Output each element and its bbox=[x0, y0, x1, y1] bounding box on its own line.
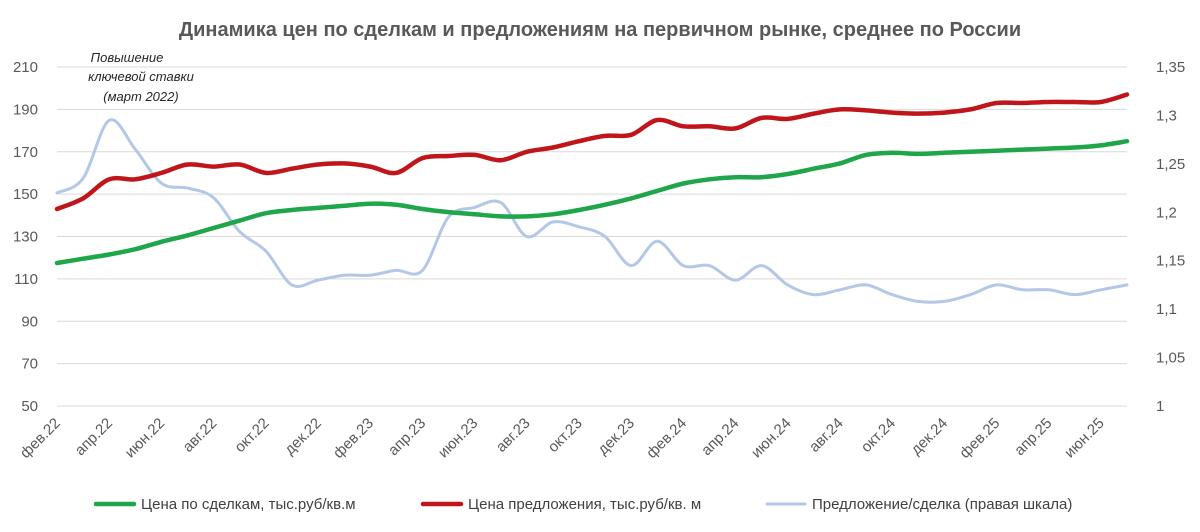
y-axis-left: 50 70 90 110 130 150 170 190 210 bbox=[13, 59, 38, 415]
legend-item-offers: Цена предложения, тыс.руб/кв. м bbox=[420, 496, 701, 513]
y-right-tick-label: 1,05 bbox=[1156, 350, 1185, 367]
legend-item-ratio: Предложение/сделка (правая шкала) bbox=[765, 496, 1072, 513]
x-tick-label: авг.24 bbox=[806, 415, 847, 456]
x-tick-label: июн.22 bbox=[122, 415, 169, 462]
x-tick-label: июн.23 bbox=[435, 415, 482, 462]
x-tick-label: апр.22 bbox=[72, 415, 116, 459]
y-left-tick-label: 110 bbox=[14, 271, 38, 288]
y-right-tick-label: 1,1 bbox=[1156, 301, 1177, 318]
series-line-deals bbox=[54, 138, 1130, 266]
series-line-offers bbox=[54, 92, 1130, 212]
x-tick-label: авг.22 bbox=[180, 415, 221, 456]
x-tick-label: июн.25 bbox=[1061, 415, 1108, 462]
x-tick-label: авг.23 bbox=[493, 415, 534, 456]
x-tick-label: дек.22 bbox=[281, 415, 324, 458]
y-right-tick-label: 1,35 bbox=[1156, 59, 1185, 76]
y-left-tick-label: 70 bbox=[21, 356, 38, 373]
y-left-tick-label: 150 bbox=[13, 186, 38, 203]
x-tick-label: окт.22 bbox=[231, 415, 272, 456]
x-tick-label: дек.23 bbox=[594, 415, 637, 458]
chart-title: Динамика цен по сделкам и предложениям н… bbox=[179, 19, 1021, 41]
grid bbox=[57, 66, 1127, 407]
legend-label: Цена по сделкам, тыс.руб/кв.м bbox=[141, 496, 356, 513]
x-tick-label: фев.24 bbox=[643, 415, 690, 462]
annotation-line-1: Повышение bbox=[91, 50, 164, 65]
legend-label: Цена предложения, тыс.руб/кв. м bbox=[468, 496, 701, 513]
y-right-tick-label: 1 bbox=[1156, 398, 1164, 415]
x-tick-label: окт.23 bbox=[545, 415, 586, 456]
y-left-tick-label: 190 bbox=[13, 101, 38, 118]
y-left-tick-label: 130 bbox=[13, 229, 38, 246]
y-left-tick-label: 50 bbox=[21, 398, 38, 415]
x-tick-label: фев.22 bbox=[17, 415, 64, 462]
y-right-tick-label: 1,2 bbox=[1156, 204, 1177, 221]
legend-label: Предложение/сделка (правая шкала) bbox=[812, 496, 1072, 513]
x-tick-label: дек.24 bbox=[908, 415, 951, 458]
y-left-tick-label: 210 bbox=[13, 59, 38, 76]
series-line-ratio bbox=[55, 118, 1129, 304]
x-tick-label: фев.23 bbox=[330, 415, 377, 462]
x-tick-label: июн.24 bbox=[748, 415, 795, 462]
legend: Цена по сделкам, тыс.руб/кв.м Цена предло… bbox=[93, 496, 1072, 513]
y-left-tick-label: 90 bbox=[21, 313, 38, 330]
series-lines bbox=[54, 92, 1130, 304]
x-tick-label: фев.25 bbox=[956, 415, 1003, 462]
annotation: Повышение ключевой ставки (март 2022) bbox=[88, 50, 194, 104]
x-tick-label: окт.24 bbox=[858, 415, 899, 456]
legend-item-deals: Цена по сделкам, тыс.руб/кв.м bbox=[93, 496, 356, 513]
y-right-tick-label: 1,3 bbox=[1156, 107, 1177, 124]
x-tick-label: апр.24 bbox=[698, 415, 742, 459]
x-tick-label: апр.23 bbox=[385, 415, 429, 459]
y-left-tick-label: 170 bbox=[13, 144, 38, 161]
y-axis-right: 1 1,05 1,1 1,15 1,2 1,25 1,3 1,35 bbox=[1156, 59, 1185, 415]
y-right-tick-label: 1,25 bbox=[1156, 156, 1185, 173]
annotation-line-3: (март 2022) bbox=[103, 89, 178, 104]
y-right-tick-label: 1,15 bbox=[1156, 253, 1185, 270]
annotation-line-2: ключевой ставки bbox=[88, 69, 194, 84]
x-axis: фев.22 апр.22 июн.22 авг.22 окт.22 дек.22 фев.… bbox=[17, 415, 1108, 462]
x-tick-label: апр.25 bbox=[1011, 415, 1055, 459]
